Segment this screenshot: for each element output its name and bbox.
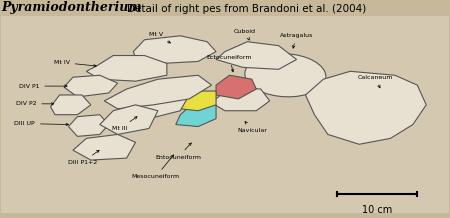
Polygon shape — [104, 75, 212, 109]
Text: DIV P1: DIV P1 — [19, 83, 67, 89]
Text: DIV P2: DIV P2 — [16, 101, 54, 106]
Ellipse shape — [245, 54, 326, 97]
Text: Mt III: Mt III — [112, 117, 137, 131]
Text: Astragalus: Astragalus — [280, 33, 313, 48]
Polygon shape — [133, 36, 216, 63]
Polygon shape — [216, 75, 256, 99]
Polygon shape — [50, 95, 91, 115]
Polygon shape — [73, 135, 135, 160]
Text: Calcaneum: Calcaneum — [357, 75, 392, 88]
Text: DIII UP: DIII UP — [14, 121, 68, 126]
Polygon shape — [216, 42, 297, 69]
Text: Mt V: Mt V — [148, 32, 171, 43]
Text: Pyramiodontherium: Pyramiodontherium — [1, 1, 142, 14]
Polygon shape — [100, 105, 158, 135]
Polygon shape — [122, 87, 189, 119]
Text: Navicular: Navicular — [237, 121, 267, 133]
Text: 10 cm: 10 cm — [362, 205, 392, 215]
Text: Detail of right pes from Brandoni et al. (2004): Detail of right pes from Brandoni et al.… — [126, 4, 366, 14]
Polygon shape — [86, 56, 167, 81]
FancyBboxPatch shape — [1, 16, 449, 213]
Polygon shape — [180, 91, 216, 111]
Polygon shape — [176, 103, 216, 126]
Polygon shape — [306, 71, 426, 144]
Text: Cuboid: Cuboid — [234, 29, 256, 40]
Text: Ectocuneiform: Ectocuneiform — [207, 55, 252, 72]
Polygon shape — [212, 87, 270, 111]
Text: Entocuneiform: Entocuneiform — [155, 143, 201, 160]
Text: Mesocuneiform: Mesocuneiform — [131, 155, 180, 179]
Text: DIII P1+2: DIII P1+2 — [68, 150, 99, 165]
Polygon shape — [64, 75, 117, 97]
Polygon shape — [68, 115, 109, 136]
Text: Mt IV: Mt IV — [54, 60, 96, 67]
